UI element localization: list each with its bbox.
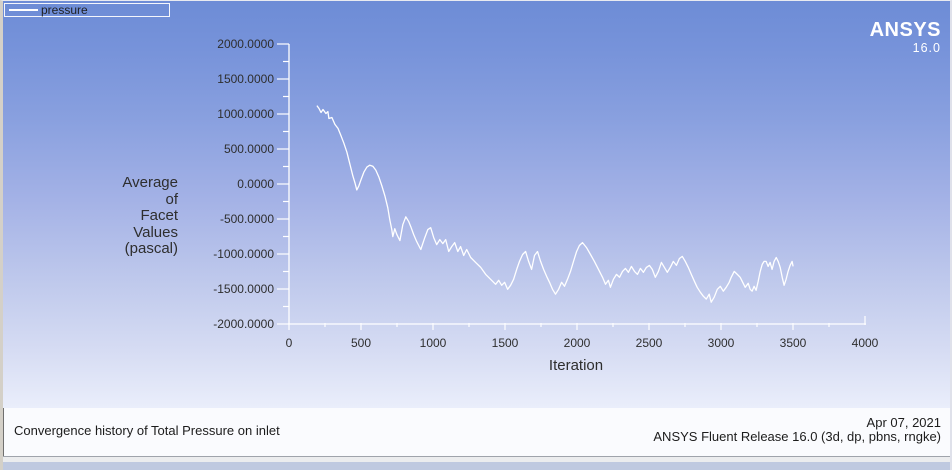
caption-bar: Convergence history of Total Pressure on… xyxy=(3,408,950,456)
svg-text:4000: 4000 xyxy=(852,336,879,350)
run-stamp: Apr 07, 2021 ANSYS Fluent Release 16.0 (… xyxy=(653,408,950,456)
date-text: Apr 07, 2021 xyxy=(866,415,941,430)
svg-text:500.0000: 500.0000 xyxy=(224,142,274,156)
y-axis-title: Average of Facet Values (pascal) xyxy=(122,174,178,258)
svg-text:1500: 1500 xyxy=(492,336,519,350)
plot-axes xyxy=(288,44,866,325)
ansys-version-text: 16.0 xyxy=(912,41,941,55)
svg-text:0.0000: 0.0000 xyxy=(237,177,274,191)
y-axis-title-line: Average xyxy=(122,174,178,191)
plot-caption: Convergence history of Total Pressure on… xyxy=(14,423,280,438)
ansys-logo-text: ANSYS xyxy=(869,19,941,41)
legend-line-swatch xyxy=(9,9,38,11)
svg-text:0: 0 xyxy=(286,336,293,350)
svg-text:-500.0000: -500.0000 xyxy=(220,212,274,226)
bottom-divider-strip xyxy=(3,456,950,462)
svg-text:-2000.0000: -2000.0000 xyxy=(213,317,274,331)
legend-series-label: pressure xyxy=(41,3,88,17)
svg-text:2000: 2000 xyxy=(564,336,591,350)
svg-text:1000: 1000 xyxy=(420,336,447,350)
svg-text:-1000.0000: -1000.0000 xyxy=(213,247,274,261)
svg-text:2000.0000: 2000.0000 xyxy=(217,37,274,51)
y-axis-title-line: Facet xyxy=(140,207,178,224)
release-text: ANSYS Fluent Release 16.0 (3d, dp, pbns,… xyxy=(653,428,941,444)
x-axis-title: Iteration xyxy=(548,357,604,374)
plot-legend: pressure xyxy=(4,3,170,17)
ansys-logo: ANSYS 16.0 xyxy=(870,20,941,55)
window-edge-strip xyxy=(3,462,950,470)
graphics-canvas[interactable]: pressure ANSYS 16.0 Average of Facet Values… xyxy=(3,1,950,408)
svg-text:3000: 3000 xyxy=(708,336,735,350)
svg-text:3500: 3500 xyxy=(780,336,807,350)
svg-text:1500.0000: 1500.0000 xyxy=(217,72,274,86)
svg-text:2500: 2500 xyxy=(636,336,663,350)
y-axis-title-line: (pascal) xyxy=(124,240,178,257)
pressure-curve xyxy=(316,105,794,303)
convergence-plot: 2000.0000 1500.0000 1000.0000 500.0000 0.000… xyxy=(213,37,878,350)
axis-tick-labels: 2000.0000 1500.0000 1000.0000 500.0000 0.000… xyxy=(213,37,878,350)
svg-text:-1500.0000: -1500.0000 xyxy=(213,282,274,296)
svg-text:1000.0000: 1000.0000 xyxy=(217,107,274,121)
svg-text:500: 500 xyxy=(351,336,371,350)
y-axis-title-line: of xyxy=(165,190,178,208)
axis-ticks xyxy=(277,43,866,330)
y-axis-title-line: Values xyxy=(133,223,178,241)
